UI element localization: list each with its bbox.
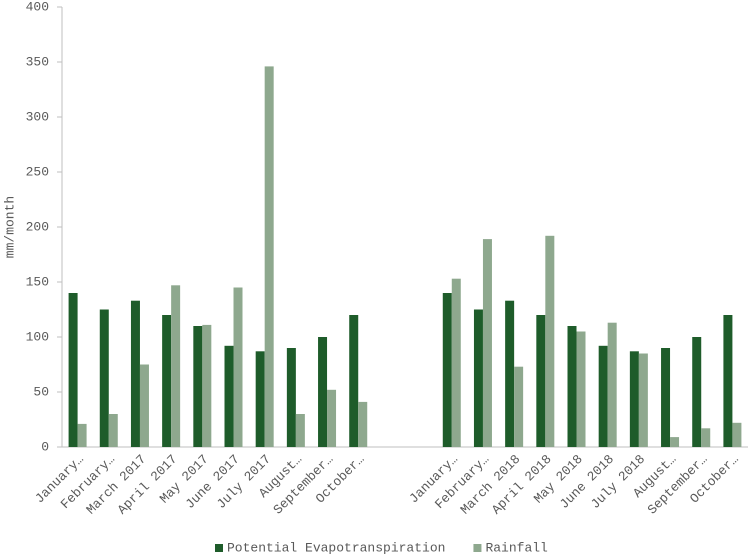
bar <box>99 309 109 447</box>
bar <box>139 364 149 447</box>
y-tick-label: 300 <box>26 109 49 124</box>
y-tick-label: 100 <box>26 329 49 344</box>
bar <box>451 278 461 447</box>
bar <box>349 315 359 447</box>
legend-swatch <box>215 544 223 552</box>
bar <box>670 437 680 447</box>
bar <box>202 324 212 447</box>
bar <box>130 300 140 447</box>
y-tick-label: 50 <box>33 384 49 399</box>
bar <box>77 423 87 447</box>
bar <box>661 348 671 447</box>
bar <box>233 287 243 447</box>
y-tick-label: 150 <box>26 274 49 289</box>
bar <box>68 293 78 447</box>
bar <box>264 66 274 448</box>
legend-label: Potential Evapotranspiration <box>227 540 445 555</box>
bar <box>295 414 305 447</box>
bar <box>732 422 742 447</box>
bar <box>514 366 524 447</box>
bar <box>629 351 639 447</box>
bar <box>692 337 702 447</box>
bar <box>358 401 368 447</box>
bar <box>505 300 515 447</box>
bar <box>286 348 296 447</box>
bar <box>108 414 118 447</box>
bar <box>442 293 452 447</box>
bar <box>482 239 492 447</box>
bar <box>638 353 648 447</box>
bar <box>224 345 234 447</box>
y-tick-label: 350 <box>26 54 49 69</box>
y-tick-label: 0 <box>41 439 49 454</box>
bar <box>567 326 577 447</box>
y-axis-label: mm/month <box>2 196 17 258</box>
bar <box>327 389 337 447</box>
bar <box>171 285 181 447</box>
bar <box>162 315 172 447</box>
y-tick-label: 400 <box>26 0 49 14</box>
legend-swatch <box>473 544 482 552</box>
bar <box>255 351 265 447</box>
legend-label: Rainfall <box>485 540 548 555</box>
bar <box>576 331 586 447</box>
y-tick-label: 200 <box>26 219 49 234</box>
bar <box>545 235 555 447</box>
bar <box>723 315 733 447</box>
bar <box>473 309 483 447</box>
bar <box>193 326 203 447</box>
bar <box>536 315 546 447</box>
bar <box>598 345 608 447</box>
bar <box>318 337 328 447</box>
y-tick-label: 250 <box>26 164 49 179</box>
bar <box>701 428 711 447</box>
bar <box>607 322 617 447</box>
